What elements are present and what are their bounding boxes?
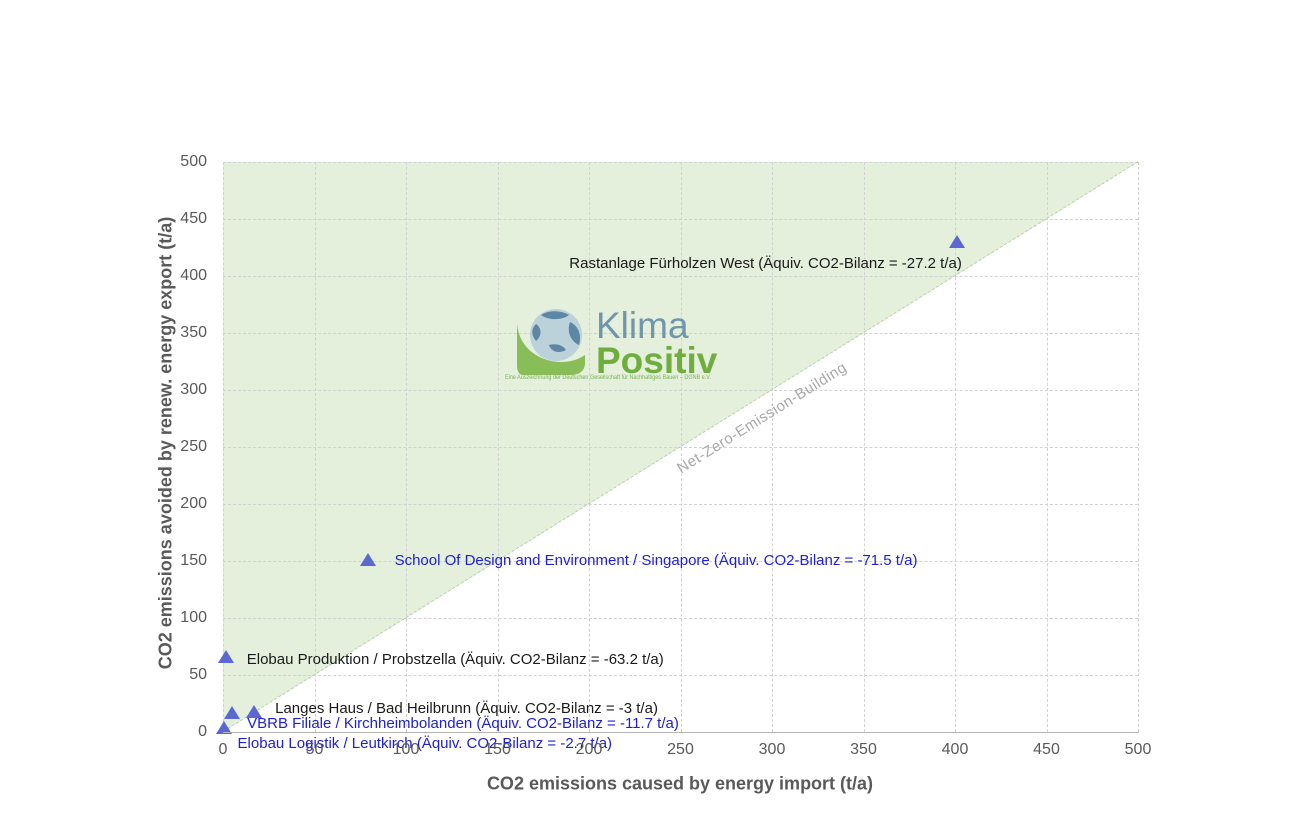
x-tick-0: 0 [218, 741, 228, 758]
y-tick-350: 350 [180, 324, 207, 341]
x-tick-350: 350 [850, 741, 877, 758]
y-axis-title: CO2 emissions avoided by renew. energy e… [155, 216, 176, 670]
x-tick-300: 300 [758, 741, 786, 758]
data-point-label: Rastanlage Fürholzen West (Äquiv. CO2-Bi… [569, 254, 962, 272]
y-tick-500: 500 [180, 153, 207, 170]
data-point-label: Elobau Produktion / Probstzella (Äquiv. … [246, 651, 664, 669]
gridline-y-300 [223, 390, 1138, 391]
y-tick-0: 0 [198, 723, 207, 740]
gridline-y-50 [223, 675, 1138, 676]
globe-leaf-icon [517, 309, 585, 375]
x-tick-250: 250 [667, 741, 694, 758]
gridline-y-500 [223, 162, 1138, 163]
logo-text-positiv: Positiv [596, 340, 718, 381]
y-tick-150: 150 [180, 552, 207, 569]
gridline-y-350 [223, 333, 1138, 334]
x-axis-line [223, 732, 1139, 733]
data-point-marker [246, 704, 263, 718]
y-tick-50: 50 [189, 666, 207, 683]
y-tick-300: 300 [180, 381, 207, 398]
x-tick-200: 200 [575, 741, 603, 758]
gridline-y-100 [223, 618, 1138, 619]
y-tick-250: 250 [180, 438, 207, 455]
y-tick-400: 400 [180, 267, 207, 284]
klimapositiv-logo: Klima Positiv Eine Auszeichnung der Deut… [503, 301, 718, 389]
data-point-marker [215, 721, 232, 735]
y-tick-450: 450 [180, 210, 207, 227]
x-tick-50: 50 [305, 741, 324, 758]
x-tick-100: 100 [392, 741, 420, 758]
gridline-y-450 [223, 219, 1138, 220]
gridline-y-150 [223, 561, 1138, 562]
gridline-y-200 [223, 504, 1138, 505]
gridline-x-500 [1138, 162, 1139, 732]
data-point-label: Elobau Logistik / Leutkirch (Äquiv. CO2-… [237, 735, 613, 753]
data-point-label: School Of Design and Environment / Singa… [394, 552, 918, 569]
data-point-marker [359, 553, 376, 566]
logo-tagline: Eine Auszeichnung der Deutschen Gesellsc… [505, 374, 711, 381]
gridline-y-250 [223, 447, 1138, 448]
gridline-y-400 [223, 276, 1138, 277]
y-tick-200: 200 [180, 495, 207, 512]
x-axis-title: CO2 emissions caused by energy import (t… [486, 773, 874, 794]
x-tick-450: 450 [1033, 741, 1060, 758]
data-point-marker [224, 706, 241, 720]
x-tick-150: 150 [484, 741, 511, 758]
data-point-label: Langes Haus / Bad Heilbrunn (Äquiv. CO2-… [275, 699, 658, 717]
y-tick-100: 100 [180, 609, 207, 626]
logo-text-klima: Klima [596, 305, 689, 346]
x-tick-500: 500 [1124, 741, 1152, 758]
x-tick-400: 400 [941, 741, 969, 758]
data-point-marker [217, 650, 234, 664]
data-point-marker [948, 234, 965, 248]
data-point-label: VBRB Filiale / Kirchheimbolanden (Äquiv.… [247, 715, 679, 733]
